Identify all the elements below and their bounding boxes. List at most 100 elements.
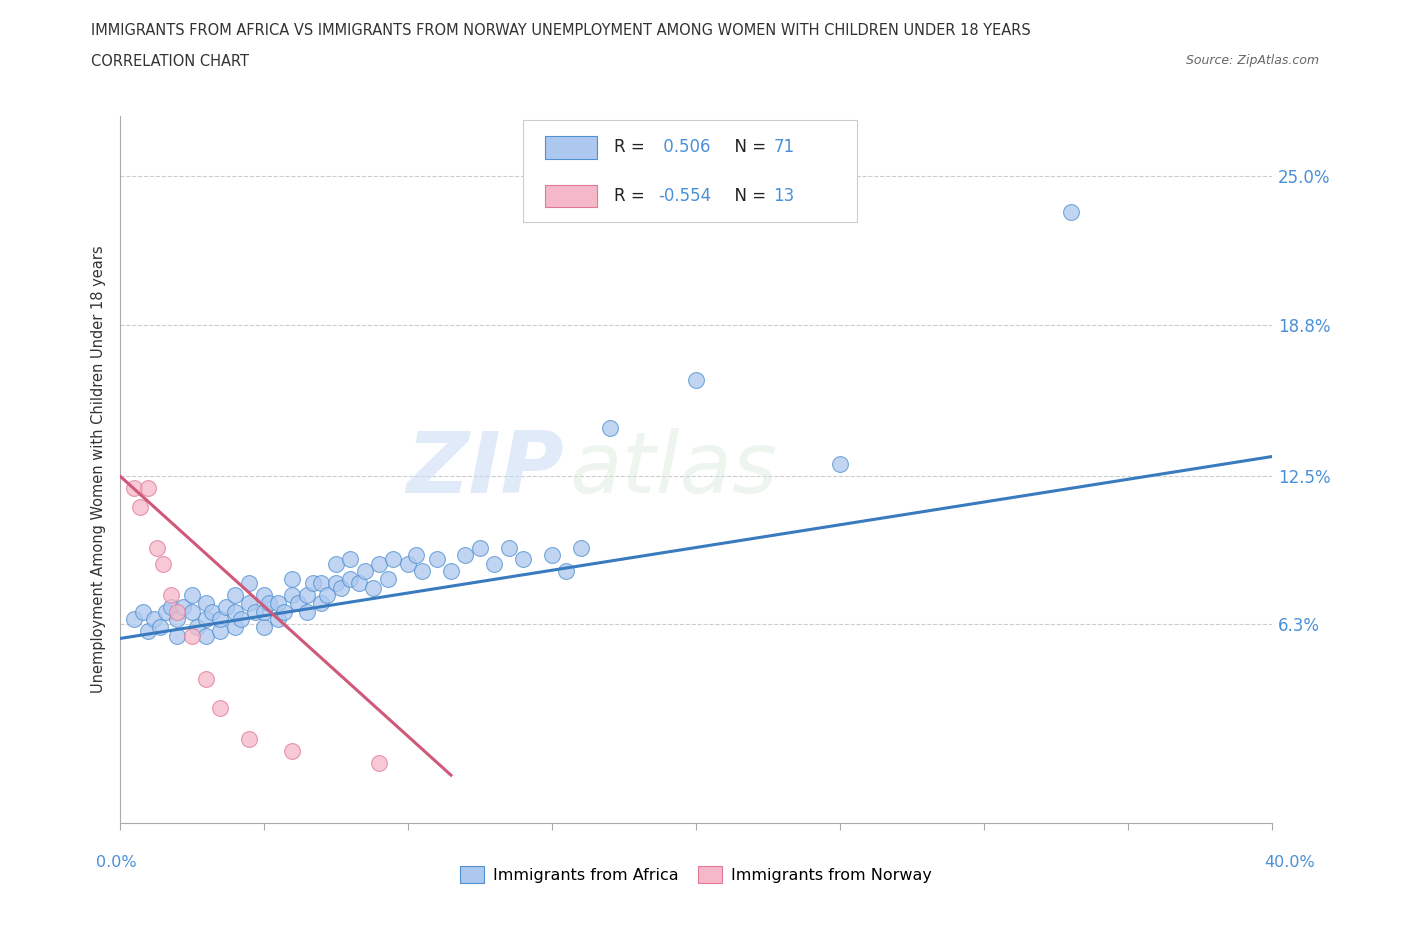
Point	[166, 629, 188, 644]
Point	[382, 552, 405, 567]
Point	[685, 372, 707, 387]
Point	[152, 557, 174, 572]
Text: 71: 71	[773, 139, 794, 156]
Point	[253, 604, 276, 619]
Text: Source: ZipAtlas.com: Source: ZipAtlas.com	[1185, 54, 1319, 67]
Point	[209, 612, 232, 627]
Point	[209, 700, 232, 715]
Point	[555, 564, 578, 578]
Point	[186, 619, 208, 634]
Point	[377, 571, 399, 586]
Point	[295, 604, 318, 619]
Point	[209, 624, 232, 639]
Point	[347, 576, 370, 591]
Point	[166, 604, 188, 619]
Text: R =: R =	[614, 139, 650, 156]
Point	[281, 571, 304, 586]
Bar	[546, 185, 596, 207]
Point	[122, 480, 145, 495]
Point	[267, 612, 290, 627]
Point	[599, 420, 621, 435]
Point	[411, 564, 433, 578]
Point	[295, 588, 318, 603]
Point	[180, 604, 202, 619]
Text: 40.0%: 40.0%	[1264, 855, 1315, 870]
Point	[253, 588, 276, 603]
Point	[259, 595, 281, 610]
FancyBboxPatch shape	[523, 120, 858, 222]
Point	[215, 600, 238, 615]
Point	[498, 540, 520, 555]
Point	[143, 612, 166, 627]
Point	[267, 595, 290, 610]
Point	[512, 552, 534, 567]
Point	[194, 595, 218, 610]
Point	[224, 588, 246, 603]
Point	[224, 619, 246, 634]
Point	[569, 540, 592, 555]
Point	[287, 595, 309, 610]
Point	[353, 564, 375, 578]
Point	[368, 557, 391, 572]
Point	[301, 576, 323, 591]
Point	[128, 499, 150, 514]
Point	[224, 604, 246, 619]
Point	[405, 547, 427, 562]
Text: 0.0%: 0.0%	[96, 855, 136, 870]
Point	[238, 732, 260, 747]
Point	[309, 576, 333, 591]
Point	[316, 588, 339, 603]
Point	[425, 552, 447, 567]
Point	[238, 595, 260, 610]
Text: CORRELATION CHART: CORRELATION CHART	[91, 54, 249, 69]
Point	[325, 576, 347, 591]
Point	[339, 552, 361, 567]
Point	[166, 612, 188, 627]
Text: IMMIGRANTS FROM AFRICA VS IMMIGRANTS FROM NORWAY UNEMPLOYMENT AMONG WOMEN WITH C: IMMIGRANTS FROM AFRICA VS IMMIGRANTS FRO…	[91, 23, 1031, 38]
Point	[330, 581, 353, 596]
Point	[238, 576, 260, 591]
Point	[361, 581, 384, 596]
Point	[155, 604, 177, 619]
Point	[194, 612, 218, 627]
Point	[138, 480, 160, 495]
Point	[160, 588, 183, 603]
Point	[1060, 205, 1083, 219]
Point	[180, 629, 202, 644]
Point	[243, 604, 266, 619]
Point	[229, 612, 252, 627]
Legend: Immigrants from Africa, Immigrants from Norway: Immigrants from Africa, Immigrants from …	[453, 860, 939, 889]
Text: 13: 13	[773, 187, 794, 206]
Point	[830, 457, 852, 472]
Point	[273, 604, 295, 619]
Text: atlas: atlas	[569, 428, 778, 512]
Text: N =: N =	[724, 187, 770, 206]
Point	[440, 564, 463, 578]
Point	[468, 540, 491, 555]
Point	[253, 619, 276, 634]
Point	[339, 571, 361, 586]
Point	[138, 624, 160, 639]
Point	[146, 540, 169, 555]
Bar	[546, 136, 596, 159]
Text: ZIP: ZIP	[406, 428, 564, 512]
Point	[540, 547, 562, 562]
Point	[149, 619, 172, 634]
Point	[172, 600, 194, 615]
Point	[396, 557, 419, 572]
Point	[194, 671, 218, 686]
Point	[368, 756, 391, 771]
Point	[201, 604, 224, 619]
Text: -0.554: -0.554	[658, 187, 711, 206]
Point	[131, 604, 153, 619]
Point	[309, 595, 333, 610]
Point	[325, 557, 347, 572]
Point	[180, 588, 202, 603]
Text: 0.506: 0.506	[658, 139, 710, 156]
Text: R =: R =	[614, 187, 650, 206]
Point	[194, 629, 218, 644]
Point	[160, 600, 183, 615]
Text: N =: N =	[724, 139, 770, 156]
Point	[122, 612, 145, 627]
Point	[454, 547, 477, 562]
